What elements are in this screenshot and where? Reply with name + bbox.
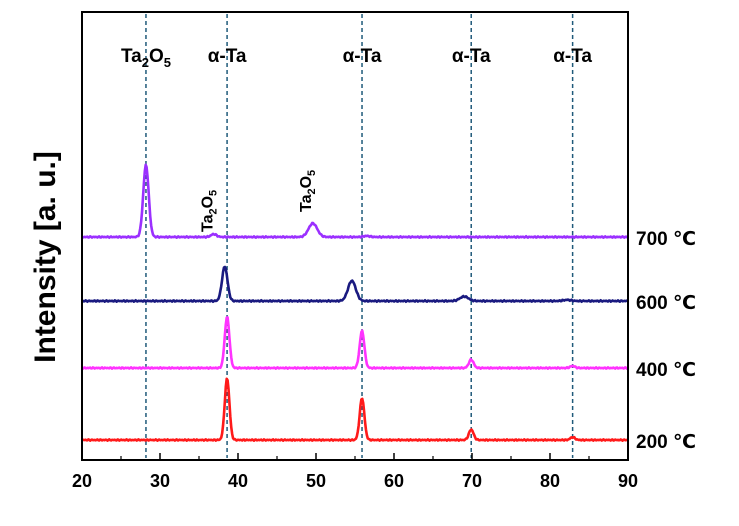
series-label-2: 400 ℃	[636, 360, 696, 381]
tick-label-5: 70	[462, 471, 482, 491]
tick-label-3: 50	[306, 471, 326, 491]
reference-lines	[145, 14, 574, 458]
series-label-0: 700 ℃	[636, 229, 696, 250]
series-line-1	[81, 265, 629, 304]
tick-label-1: 30	[150, 471, 170, 491]
diffraction-curves	[81, 163, 629, 442]
tick-label-4: 60	[384, 471, 404, 491]
reference-label-2: α-Ta	[343, 46, 382, 67]
reference-label-4: α-Ta	[553, 46, 592, 67]
x-axis-ticks	[81, 453, 629, 460]
x-axis-tick-labels: 20 30 40 50 60 70 80 90	[72, 471, 638, 491]
reference-labels: Ta2O5 α-Ta α-Ta α-Ta α-Ta	[121, 46, 592, 70]
tick-label-7: 90	[618, 471, 638, 491]
series-labels: 700 ℃ 600 ℃ 400 ℃ 200 ℃	[636, 229, 696, 453]
series-label-3: 200 ℃	[636, 432, 696, 453]
y-axis-title: Intensity [a. u.]	[29, 151, 62, 363]
peak-annotations: Ta2O5 Ta2O5	[200, 170, 318, 232]
peak-annotation-0: Ta2O5	[200, 190, 220, 232]
peak-annotation-1: Ta2O5	[298, 170, 318, 212]
reference-label-3: α-Ta	[452, 46, 491, 67]
tick-label-0: 20	[72, 471, 92, 491]
tick-label-6: 80	[540, 471, 560, 491]
series-line-2	[81, 316, 629, 370]
series-line-0	[81, 163, 629, 240]
reference-label-1: α-Ta	[208, 46, 247, 67]
reference-label-0: Ta2O5	[121, 46, 171, 70]
series-label-1: 600 ℃	[636, 293, 696, 314]
series-line-3	[81, 377, 629, 442]
tick-label-2: 40	[228, 471, 248, 491]
